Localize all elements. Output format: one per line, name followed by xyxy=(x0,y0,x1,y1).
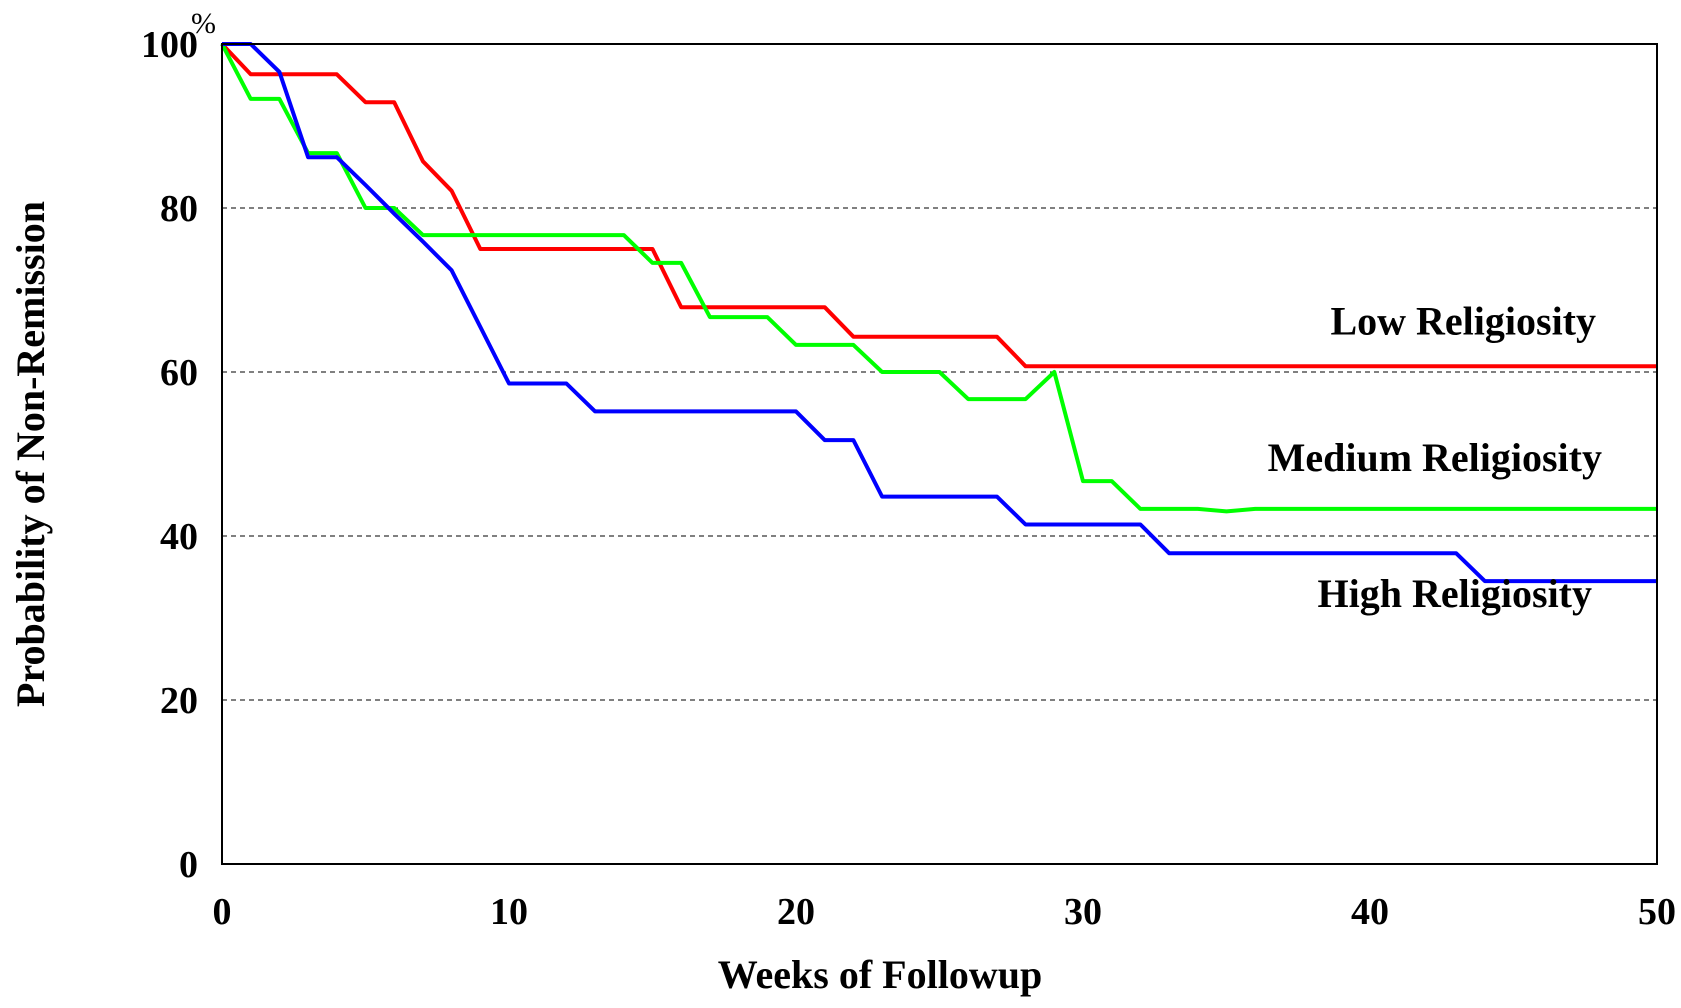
x-tick-label: 10 xyxy=(490,891,528,933)
x-tick-label: 20 xyxy=(777,891,815,933)
y-unit-label: % xyxy=(191,7,216,40)
y-tick-label: 80 xyxy=(160,188,198,230)
y-axis-title: Probability of Non-Remission xyxy=(8,201,53,707)
x-axis-title: Weeks of Followup xyxy=(718,952,1042,997)
y-tick-label: 0 xyxy=(179,844,198,886)
series-line-medium-religiosity xyxy=(220,43,1657,514)
x-tick-label: 0 xyxy=(213,891,232,933)
series-label-high-religiosity: High Religiosity xyxy=(1318,571,1592,616)
plot-frame xyxy=(221,43,1658,865)
x-tick-label: 30 xyxy=(1064,891,1102,933)
series-line-low-religiosity xyxy=(220,42,1657,369)
y-tick-label: 40 xyxy=(160,516,198,558)
x-tick-label: 50 xyxy=(1638,891,1676,933)
series-labels: Low Religiosity Medium Religiosity High Re… xyxy=(1268,298,1602,616)
y-tick-label: 100 xyxy=(141,24,198,66)
y-tick-label: 20 xyxy=(160,680,198,722)
x-tick-label: 40 xyxy=(1351,891,1389,933)
series-label-low-religiosity: Low Religiosity xyxy=(1330,298,1596,343)
series-line-high-religiosity xyxy=(222,42,1657,584)
series-lines xyxy=(220,42,1657,584)
tick-labels: 0 20 40 60 80 100 0 10 20 30 40 50 xyxy=(141,24,1676,933)
series-label-medium-religiosity: Medium Religiosity xyxy=(1268,435,1602,480)
y-tick-label: 60 xyxy=(160,352,198,394)
